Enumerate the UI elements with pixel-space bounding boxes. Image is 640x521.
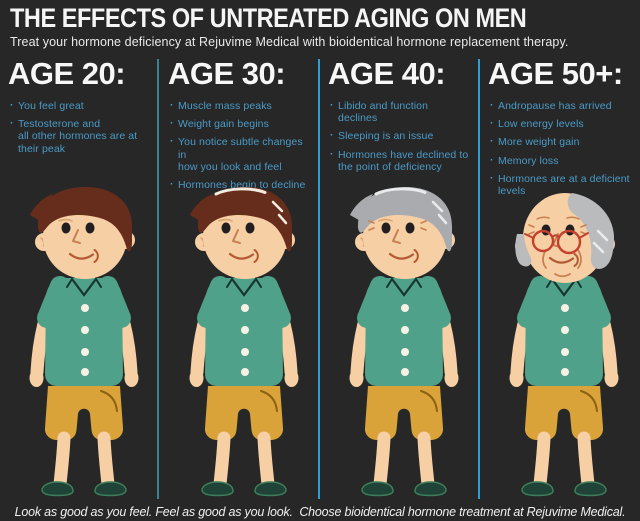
man-age-40-illustration bbox=[320, 180, 480, 500]
bullet-item: Libido and function declines bbox=[330, 99, 470, 125]
column-age-30: AGE 30: Muscle mass peaks Weight gain be… bbox=[160, 56, 320, 521]
bullet-list-age-20: You feel great Testosterone and all othe… bbox=[10, 99, 150, 156]
bullet-list-age-40: Libido and function declines Sleeping is… bbox=[330, 99, 470, 174]
bullet-list-age-50: Andropause has arrived Low energy levels… bbox=[490, 99, 630, 198]
column-header-age-50: AGE 50+: bbox=[488, 56, 623, 91]
bullet-item: Hormones are at a deficient levels bbox=[490, 172, 630, 198]
footer-tagline: Look as good as you feel. Feel as good a… bbox=[14, 505, 626, 519]
column-divider bbox=[478, 59, 480, 499]
bullet-item: Memory loss bbox=[490, 154, 630, 167]
column-age-40: AGE 40: Libido and function declines Sle… bbox=[320, 56, 480, 521]
masthead: THE EFFECTS OF UNTREATED AGING ON MEN Tr… bbox=[10, 3, 634, 49]
column-age-50: AGE 50+: Andropause has arrived Low ener… bbox=[480, 56, 640, 521]
age-columns: AGE 20: You feel great Testosterone and … bbox=[0, 56, 640, 521]
bullet-item: You feel great bbox=[10, 99, 150, 112]
bullet-item: Sleeping is an issue bbox=[330, 129, 470, 142]
column-header-age-20: AGE 20: bbox=[8, 56, 126, 91]
bullet-item: Weight gain begins bbox=[170, 117, 310, 130]
man-age-30-illustration bbox=[160, 180, 320, 500]
bullet-list-age-30: Muscle mass peaks Weight gain begins You… bbox=[170, 99, 310, 192]
column-divider bbox=[318, 59, 320, 499]
column-header-age-40: AGE 40: bbox=[328, 56, 446, 91]
column-divider bbox=[157, 59, 159, 499]
page-title: THE EFFECTS OF UNTREATED AGING ON MEN bbox=[10, 3, 527, 33]
bullet-item: More weight gain bbox=[490, 135, 630, 148]
man-age-50-illustration bbox=[480, 180, 640, 500]
bullet-item: Muscle mass peaks bbox=[170, 99, 310, 112]
man-age-20-illustration bbox=[0, 180, 160, 500]
column-header-age-30: AGE 30: bbox=[168, 56, 286, 91]
page-subtitle: Treat your hormone deficiency at Rejuvim… bbox=[10, 34, 569, 49]
bullet-item: Hormones have declined to the point of d… bbox=[330, 148, 470, 174]
bullet-item: You notice subtle changes in how you loo… bbox=[170, 135, 310, 173]
bullet-item: Testosterone and all other hormones are … bbox=[10, 117, 150, 155]
bullet-item: Low energy levels bbox=[490, 117, 630, 130]
bullet-item: Andropause has arrived bbox=[490, 99, 630, 112]
column-age-20: AGE 20: You feel great Testosterone and … bbox=[0, 56, 160, 521]
